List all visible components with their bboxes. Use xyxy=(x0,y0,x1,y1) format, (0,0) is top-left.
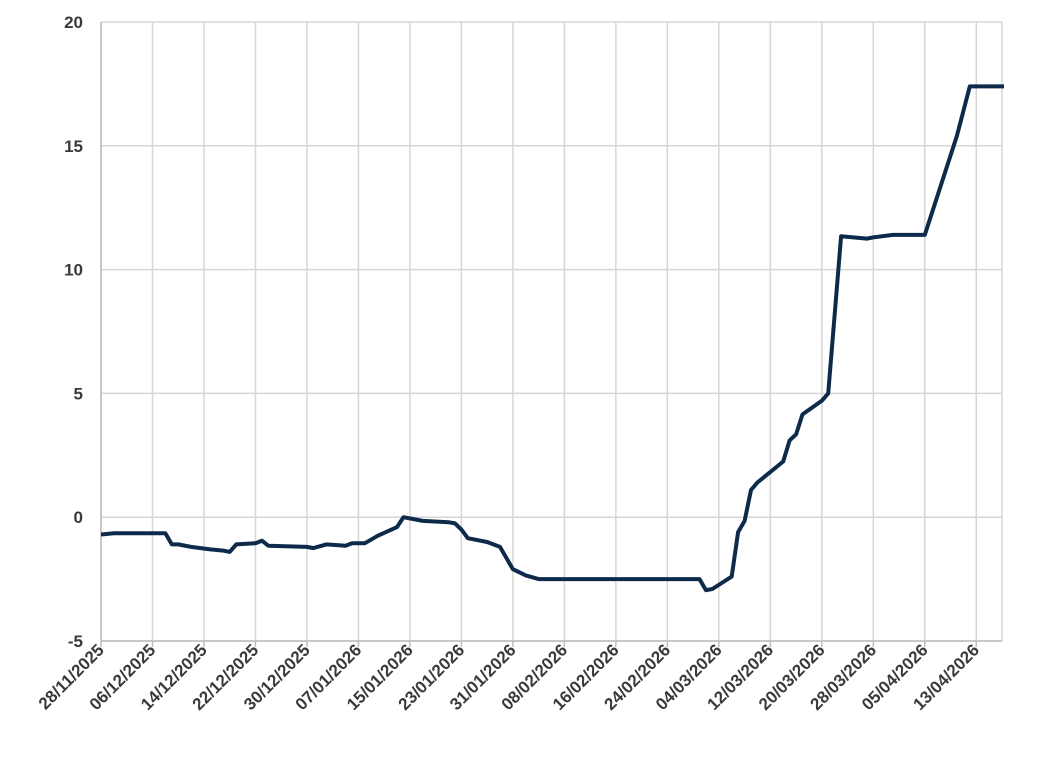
axes xyxy=(100,22,1002,647)
series-line xyxy=(101,84,1004,593)
y-tick-label: 0 xyxy=(74,508,83,527)
y-tick-label: 15 xyxy=(64,137,83,156)
y-tick-label: 20 xyxy=(64,13,83,32)
grid xyxy=(100,21,1003,642)
x-tick-labels: 28/11/202506/12/202514/12/202522/12/2025… xyxy=(35,640,983,714)
y-tick-label: 10 xyxy=(64,261,83,280)
y-tick-labels: -5 0 5 10 15 20 xyxy=(64,13,83,651)
y-tick-label: -5 xyxy=(68,632,83,651)
series-layer xyxy=(101,84,1004,593)
y-tick-label: 5 xyxy=(74,384,83,403)
